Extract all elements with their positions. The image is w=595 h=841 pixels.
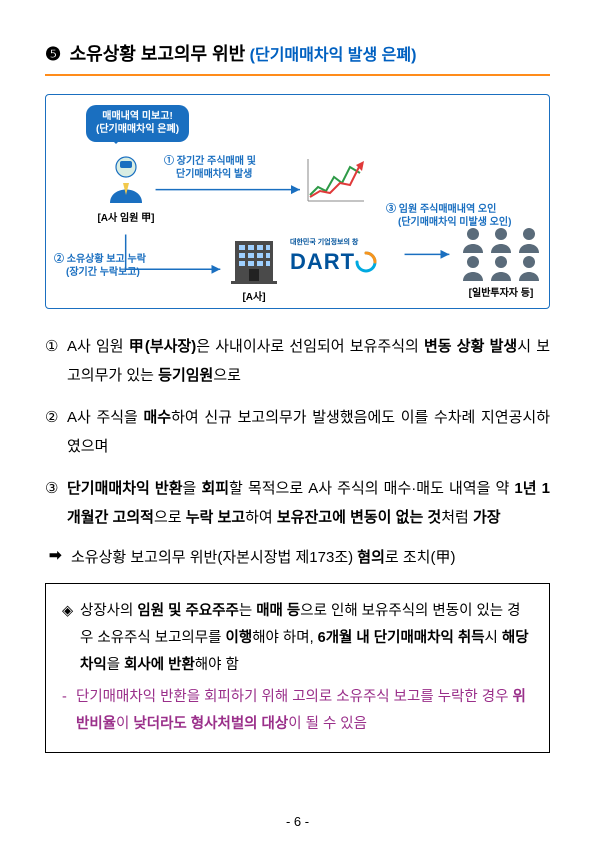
flow-diagram: 매매내역 미보고! (단기매매차익 은폐) [A사 임원 甲] ① 장기간 주식… bbox=[45, 94, 550, 309]
building-icon bbox=[229, 235, 279, 285]
para-num-3: ③ bbox=[45, 475, 67, 532]
label-2b: (장기간 누락보고) bbox=[54, 266, 184, 279]
crowd-label: [일반투자자 등] bbox=[456, 284, 546, 299]
label-1a: ① 장기간 주식매매 및 bbox=[164, 155, 314, 168]
person-icon bbox=[106, 155, 146, 205]
dart-swirl-icon bbox=[355, 251, 377, 273]
section-title: ❺ 소유상황 보고의무 위반 (단기매매차익 발생 은폐) bbox=[45, 40, 550, 66]
dart-text: DART bbox=[290, 249, 355, 275]
note-lead: ◈ 상장사의 임원 및 주요주주는 매매 등으로 인해 보유주식의 변동이 있는… bbox=[62, 598, 533, 678]
paragraph-2: ② A사 주식을 매수하여 신규 보고의무가 발생했음에도 이를 수차례 지연공… bbox=[45, 404, 550, 461]
conclusion-line: ➡ 소유상황 보고의무 위반(자본시장법 제173조) 혐의로 조치(甲) bbox=[49, 546, 550, 567]
dash-bullet: - bbox=[62, 684, 76, 738]
note-sub: - 단기매매차익 반환을 회피하기 위해 고의로 소유주식 보고를 누락한 경우… bbox=[62, 684, 533, 738]
chart-icon bbox=[304, 155, 368, 205]
paragraph-1: ① A사 임원 甲(부사장)은 사내이사로 선임되어 보유주식의 변동 상황 발… bbox=[45, 333, 550, 390]
crowd-node: [일반투자자 등] bbox=[456, 227, 546, 299]
title-rule bbox=[45, 74, 550, 76]
paragraph-3: ③ 단기매매차익 반환을 회피할 목적으로 A사 주식의 매수·매도 내역을 약… bbox=[45, 475, 550, 532]
person-label: [A사 임원 甲] bbox=[96, 209, 156, 224]
diamond-bullet: ◈ bbox=[62, 598, 80, 678]
dart-tagline: 대한민국 기업정보의 창 bbox=[290, 237, 358, 247]
person-node: [A사 임원 甲] bbox=[96, 155, 156, 224]
crowd-icon bbox=[459, 227, 543, 281]
note-box: ◈ 상장사의 임원 및 주요주주는 매매 등으로 인해 보유주식의 변동이 있는… bbox=[45, 583, 550, 753]
title-number: ❺ bbox=[45, 44, 61, 65]
label-2a: ② 소유상황 보고 누락 bbox=[54, 253, 184, 266]
label-1: ① 장기간 주식매매 및 단기매매차익 발생 bbox=[164, 155, 314, 181]
title-main: 소유상황 보고의무 위반 bbox=[70, 44, 246, 64]
para-body-2: A사 주식을 매수하여 신규 보고의무가 발생했음에도 이를 수차례 지연공시하… bbox=[67, 404, 550, 461]
arrow-glyph: ➡ bbox=[49, 546, 71, 567]
speech-line-2: (단기매매차익 은폐) bbox=[96, 124, 179, 137]
dart-logo: 대한민국 기업정보의 창 DART bbox=[290, 237, 377, 275]
label-3a: ③ 임원 주식매매내역 오인 bbox=[386, 203, 546, 216]
conclusion-text: 소유상황 보고의무 위반(자본시장법 제173조) 혐의로 조치(甲) bbox=[71, 546, 455, 567]
chart-node bbox=[304, 155, 368, 205]
para-num-2: ② bbox=[45, 404, 67, 461]
para-num-1: ① bbox=[45, 333, 67, 390]
speech-line-1: 매매내역 미보고! bbox=[96, 111, 179, 124]
speech-bubble: 매매내역 미보고! (단기매매차익 은폐) bbox=[86, 105, 189, 142]
label-1b: 단기매매차익 발생 bbox=[164, 168, 314, 181]
title-subtitle: (단기매매차익 발생 은폐) bbox=[250, 47, 417, 64]
note-lead-text: 상장사의 임원 및 주요주주는 매매 등으로 인해 보유주식의 변동이 있는 경… bbox=[80, 598, 533, 678]
building-node: [A사] bbox=[224, 235, 284, 303]
label-3: ③ 임원 주식매매내역 오인 (단기매매차익 미발생 오인) bbox=[386, 203, 546, 229]
para-body-3: 단기매매차익 반환을 회피할 목적으로 A사 주식의 매수·매도 내역을 약 1… bbox=[67, 475, 550, 532]
building-label: [A사] bbox=[224, 288, 284, 303]
page-number: - 6 - bbox=[0, 814, 595, 829]
label-2: ② 소유상황 보고 누락 (장기간 누락보고) bbox=[54, 253, 184, 279]
para-body-1: A사 임원 甲(부사장)은 사내이사로 선임되어 보유주식의 변동 상황 발생시… bbox=[67, 333, 550, 390]
note-sub-text: 단기매매차익 반환을 회피하기 위해 고의로 소유주식 보고를 누락한 경우 위… bbox=[76, 684, 533, 738]
